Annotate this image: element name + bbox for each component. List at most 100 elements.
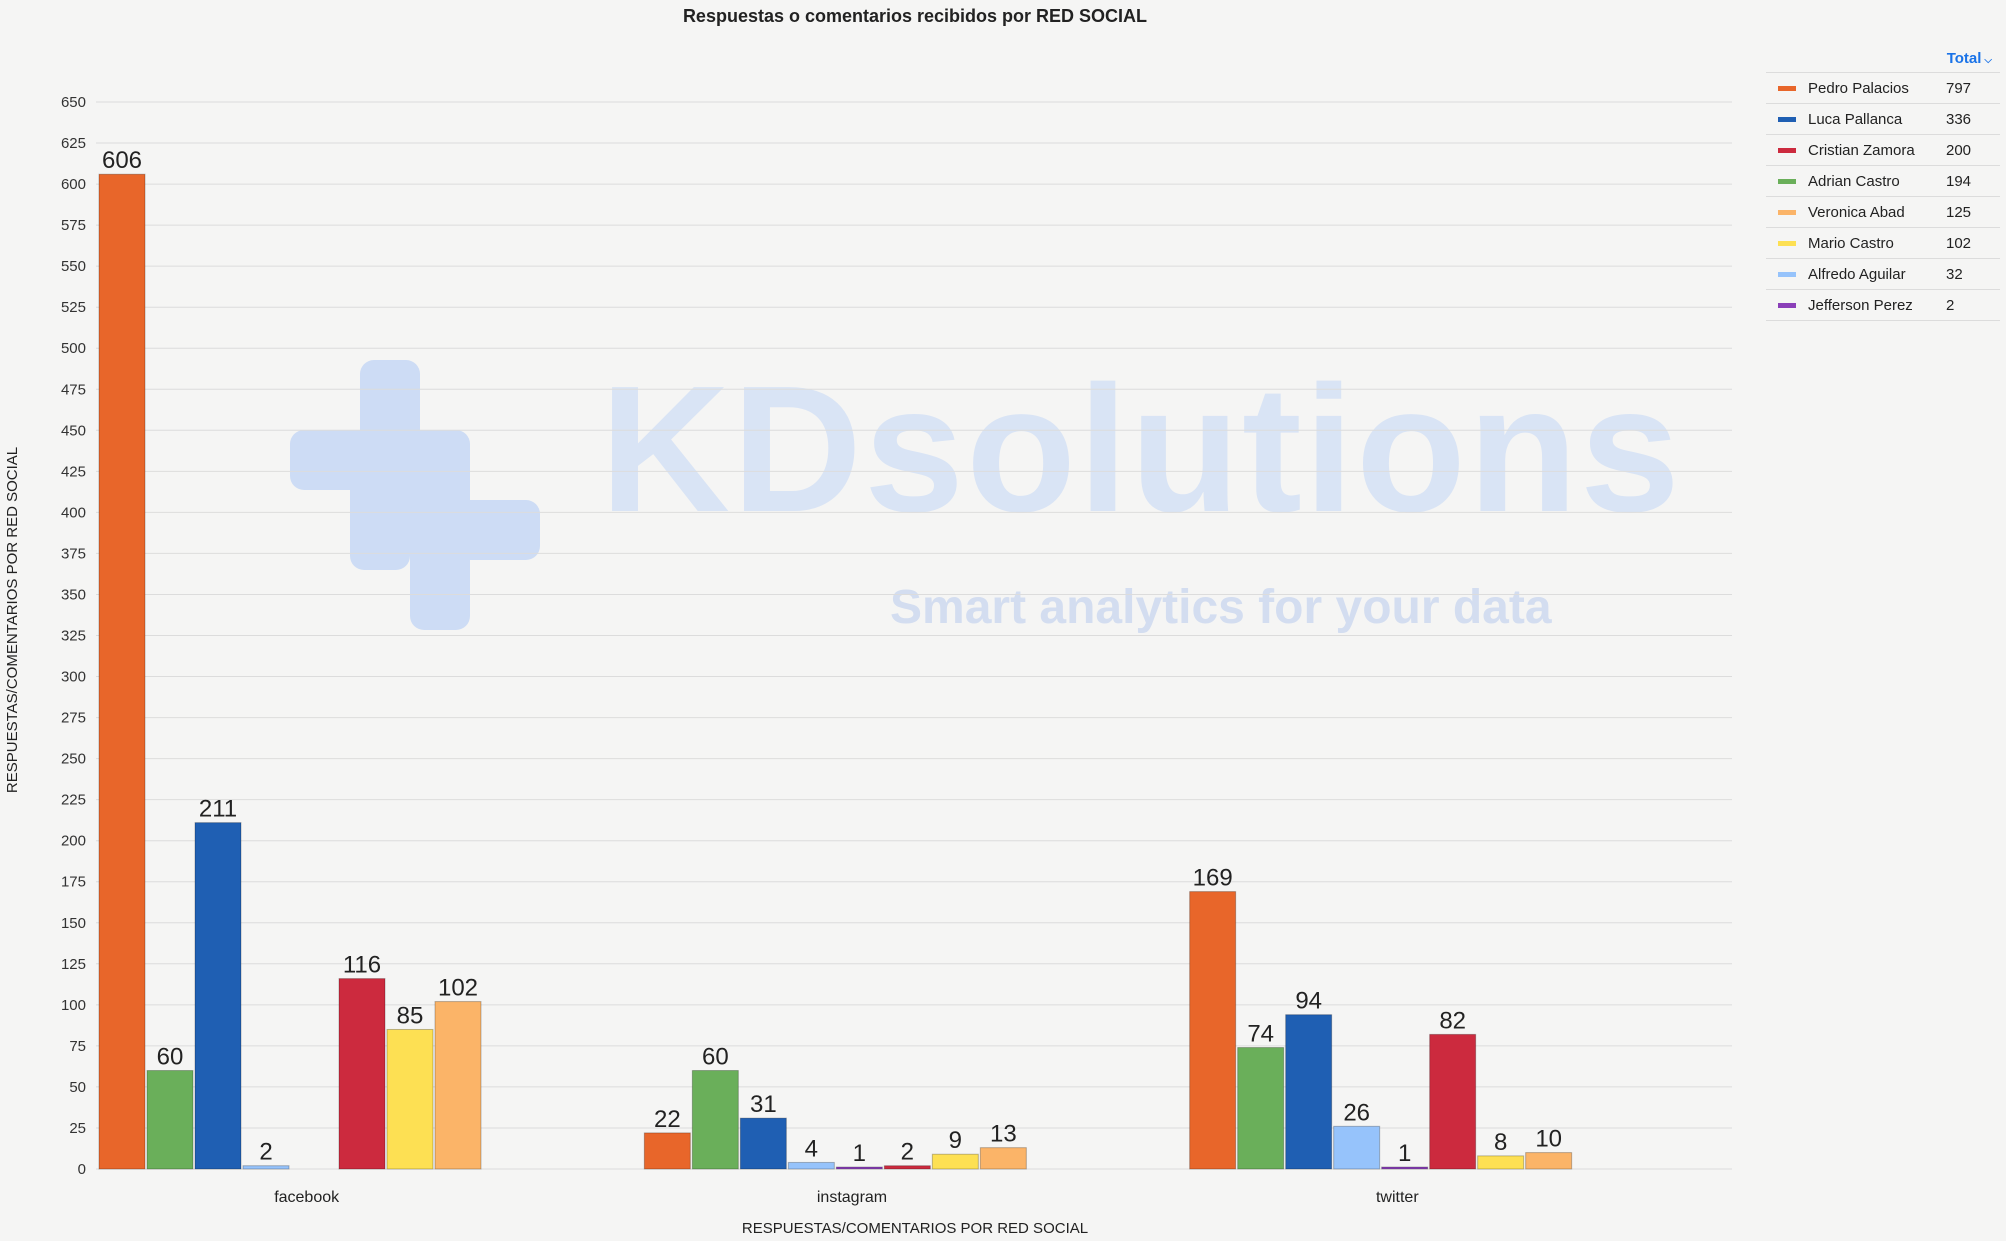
bar-luca-pallanca-twitter[interactable] [1285, 1014, 1333, 1170]
y-tick-label: 625 [61, 135, 86, 152]
bar-adrian-castro-facebook[interactable] [146, 1070, 194, 1170]
bar-mario-castro-instagram[interactable] [931, 1153, 979, 1170]
bar-cristian-zamora-instagram[interactable] [883, 1165, 931, 1170]
bar-veronica-abad-twitter[interactable] [1525, 1152, 1573, 1170]
y-tick-label: 500 [61, 340, 86, 357]
legend-total-sort[interactable]: Total ⌵ [1766, 50, 2000, 72]
y-tick-label: 450 [61, 422, 86, 439]
data-label: 1 [853, 1140, 866, 1167]
y-tick-label: 225 [61, 792, 86, 809]
bar-pedro-palacios-instagram[interactable] [643, 1132, 691, 1170]
bar-cristian-zamora-facebook[interactable] [338, 978, 386, 1170]
y-tick-label: 175 [61, 874, 86, 891]
y-tick-label: 575 [61, 217, 86, 234]
legend-item[interactable]: Jefferson Perez 2 [1766, 289, 2000, 320]
bar-veronica-abad-instagram[interactable] [979, 1147, 1027, 1170]
legend-swatch [1778, 147, 1796, 153]
bars [98, 173, 1573, 1170]
bar-mario-castro-twitter[interactable] [1477, 1155, 1525, 1170]
bar-cristian-zamora-twitter[interactable] [1429, 1033, 1477, 1170]
legend-swatch [1778, 85, 1796, 91]
data-label: 9 [949, 1127, 962, 1154]
data-label: 8 [1494, 1129, 1507, 1156]
data-label: 74 [1247, 1021, 1274, 1048]
y-tick-label: 350 [61, 586, 86, 603]
legend-item-name: Alfredo Aguilar [1808, 265, 1906, 283]
legend-item[interactable]: Pedro Palacios 797 [1766, 72, 2000, 103]
y-tick-label: 275 [61, 710, 86, 727]
data-label: 31 [750, 1091, 777, 1118]
data-label: 60 [157, 1044, 184, 1071]
legend-item-name: Cristian Zamora [1808, 141, 1915, 159]
x-category-label: twitter [1376, 1189, 1419, 1206]
legend-swatch [1778, 209, 1796, 215]
data-label: 26 [1343, 1099, 1370, 1126]
bar-adrian-castro-twitter[interactable] [1237, 1047, 1285, 1170]
x-axis-categories: facebook instagram twitter [274, 1189, 1419, 1206]
legend-item-total: 797 [1946, 79, 1972, 97]
y-tick-label: 375 [61, 545, 86, 562]
data-label: 1 [1398, 1140, 1411, 1167]
data-label: 10 [1535, 1126, 1562, 1153]
bar-adrian-castro-instagram[interactable] [691, 1070, 739, 1170]
y-tick-label: 475 [61, 381, 86, 398]
bar-mario-castro-facebook[interactable] [386, 1028, 434, 1170]
y-tick-label: 200 [61, 833, 86, 850]
data-label: 60 [702, 1044, 729, 1071]
legend-item[interactable]: Veronica Abad 125 [1766, 196, 2000, 227]
legend-item-name: Pedro Palacios [1808, 79, 1909, 97]
legend-item[interactable]: Mario Castro 102 [1766, 227, 2000, 258]
data-label: 102 [438, 975, 478, 1002]
data-label: 4 [805, 1135, 818, 1162]
y-axis-title: RESPUESTAS/COMENTARIOS POR RED SOCIAL [4, 447, 21, 793]
legend-item-total: 32 [1946, 265, 1963, 283]
legend-divider [1766, 320, 2000, 321]
y-tick-label: 250 [61, 751, 86, 768]
legend-swatch [1778, 240, 1796, 246]
bar-alfredo-aguilar-instagram[interactable] [787, 1161, 835, 1170]
legend-item-total: 102 [1946, 234, 1972, 252]
chevron-down-icon: ⌵ [1984, 55, 1992, 66]
legend-item-name: Veronica Abad [1808, 203, 1905, 221]
legend-item[interactable]: Alfredo Aguilar 32 [1766, 258, 2000, 289]
legend-item-total: 2 [1946, 296, 1955, 314]
bar-jefferson-perez-instagram[interactable] [835, 1166, 883, 1170]
legend-item[interactable]: Cristian Zamora 200 [1766, 134, 2000, 165]
y-tick-label: 550 [61, 258, 86, 275]
bar-luca-pallanca-facebook[interactable] [194, 822, 242, 1170]
y-axis-ticks: 0 25 50 75 100 125 150 175 200 225 250 275 300 325 350… [61, 94, 86, 1178]
data-label: 2 [901, 1139, 914, 1166]
bar-alfredo-aguilar-twitter[interactable] [1333, 1125, 1381, 1170]
y-tick-label: 0 [78, 1161, 86, 1178]
legend-total-header: Total [1946, 50, 1982, 67]
bar-pedro-palacios-facebook[interactable] [98, 173, 146, 1170]
legend-item-total: 200 [1946, 141, 1972, 159]
legend-swatch [1778, 271, 1796, 277]
data-labels: 606 60 211 2 116 85 102 22 60 31 4 1 2 9 13 169 74 94 26 1 8… [102, 147, 1562, 1167]
y-tick-label: 125 [61, 956, 86, 973]
data-label: 169 [1193, 865, 1233, 892]
data-label: 2 [259, 1139, 272, 1166]
data-label: 606 [102, 147, 142, 174]
y-tick-label: 400 [61, 504, 86, 521]
bar-veronica-abad-facebook[interactable] [434, 1001, 482, 1170]
legend-item[interactable]: Luca Pallanca 336 [1766, 103, 2000, 134]
bar-pedro-palacios-twitter[interactable] [1189, 891, 1237, 1170]
x-category-label: facebook [274, 1189, 340, 1206]
y-tick-label: 50 [69, 1079, 86, 1096]
data-label: 82 [1439, 1007, 1466, 1034]
bar-luca-pallanca-instagram[interactable] [739, 1117, 787, 1170]
legend-item-name: Adrian Castro [1808, 172, 1900, 190]
bar-alfredo-aguilar-facebook[interactable] [242, 1165, 290, 1170]
legend: Total ⌵ Pedro Palacios 797 Luca Pallanca 336… [1766, 50, 2000, 321]
legend-item-total: 125 [1946, 203, 1972, 221]
x-axis-title: RESPUESTAS/COMENTARIOS POR RED SOCIAL [742, 1220, 1088, 1237]
y-tick-label: 75 [69, 1038, 86, 1055]
y-tick-label: 25 [69, 1120, 86, 1137]
legend-swatch [1778, 302, 1796, 308]
data-label: 94 [1295, 988, 1322, 1015]
bar-jefferson-perez-twitter[interactable] [1381, 1166, 1429, 1170]
legend-item-name: Luca Pallanca [1808, 110, 1903, 128]
legend-item[interactable]: Adrian Castro 194 [1766, 165, 2000, 196]
y-tick-label: 325 [61, 628, 86, 645]
